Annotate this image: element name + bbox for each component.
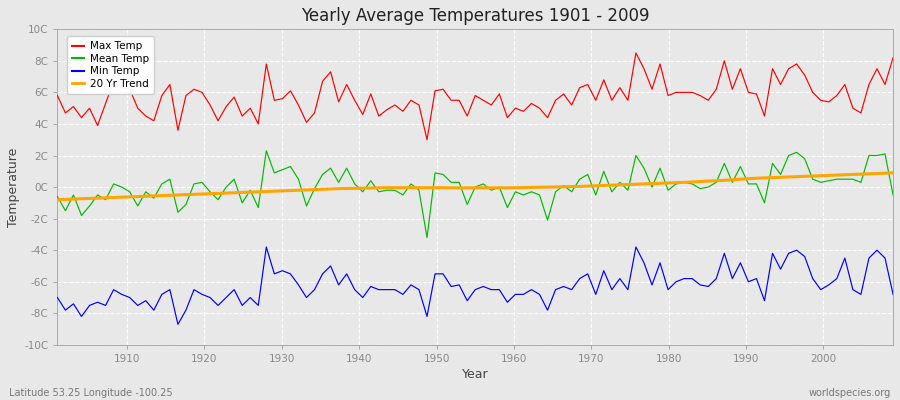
Legend: Max Temp, Mean Temp, Min Temp, 20 Yr Trend: Max Temp, Mean Temp, Min Temp, 20 Yr Tre… [67, 36, 154, 94]
Text: worldspecies.org: worldspecies.org [809, 388, 891, 398]
Text: Latitude 53.25 Longitude -100.25: Latitude 53.25 Longitude -100.25 [9, 388, 173, 398]
Y-axis label: Temperature: Temperature [7, 147, 20, 227]
X-axis label: Year: Year [462, 368, 489, 381]
Title: Yearly Average Temperatures 1901 - 2009: Yearly Average Temperatures 1901 - 2009 [301, 7, 650, 25]
